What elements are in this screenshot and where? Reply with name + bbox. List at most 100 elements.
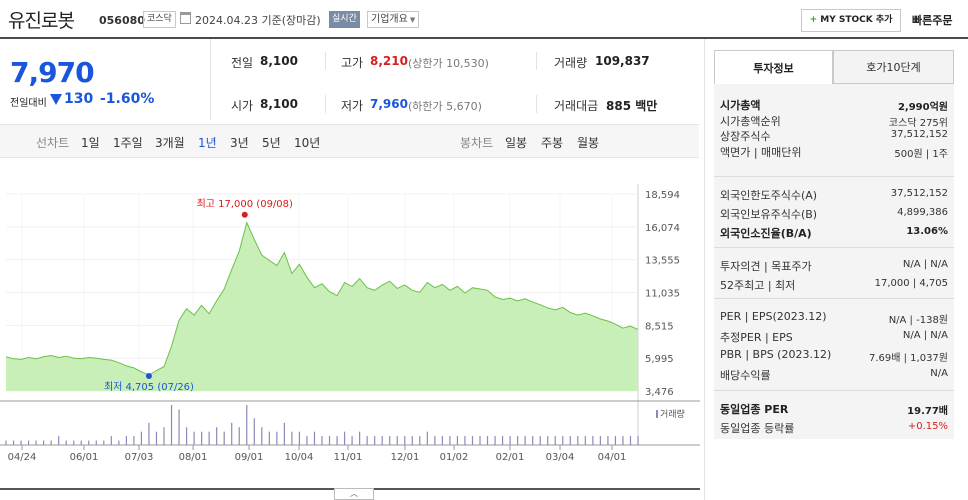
upper-limit: (상한가 10,530) [408,57,489,70]
info-row-label: PBR | BPS (2023.12) [720,348,832,361]
volume-bar [577,436,579,445]
volume-bar [419,436,421,445]
info-row-label: 시가총액 [720,99,761,112]
volume-bar [351,436,353,445]
info-row-value: N/A [930,368,948,379]
tab-1week[interactable]: 1주일 [113,136,143,150]
tab-monthly[interactable]: 월봉 [577,136,600,150]
price-change-rate: -1.60% [100,91,155,107]
tab-3month[interactable]: 3개월 [155,136,185,150]
volume-bar [622,436,624,445]
info-row-value: 2,990억원 [897,102,948,113]
volume-bar [133,436,135,445]
info-row-label: 시가총액순위 [720,114,781,128]
volume-bar [599,436,601,445]
volume-bar [607,436,609,445]
volume-bar [547,436,549,445]
volume-bar [73,440,75,445]
volume-bar [366,436,368,445]
tab-1day[interactable]: 1일 [81,136,100,150]
volume-bar [471,436,474,445]
info-row-label: 추정PER | EPS [720,331,793,344]
volume-bar [185,427,188,445]
info-row-label: 배당수익률 [720,369,771,382]
volume-bar [637,436,639,445]
open-value: 8,100 [260,97,298,111]
info-row-label: 액면가 | 매매단위 [720,145,802,159]
volume-bar [298,431,301,445]
stock-code: 056080 [99,14,145,27]
x-tick-label: 02/01 [496,452,525,463]
price-change: 130 [64,91,94,107]
lower-limit: (하한가 5,670) [408,100,482,113]
company-info-dropdown[interactable]: 기업개요 ▼ [367,11,420,28]
info-row-value: N/A | -138원 [888,315,948,326]
down-arrow-icon [50,94,62,105]
y-axis-ticks: 18,594 16,074 13,555 11,035 8,515 5,995 3,476 [645,190,680,398]
tab-order-book[interactable]: 호가10단계 [833,50,954,84]
info-row-value: 37,512,152 [890,188,948,199]
volume-legend-swatch [656,410,658,418]
volume-bar [125,436,127,445]
volume-bar [614,436,617,445]
volume-bar [479,436,481,445]
volume-bar [321,436,323,445]
divider [536,95,537,113]
add-my-stock-button[interactable]: + MY STOCK 추가 [801,9,901,32]
tab-daily[interactable]: 일봉 [505,136,528,150]
volume-bar [456,436,459,445]
divider [325,52,326,70]
tab-3year[interactable]: 3년 [230,136,249,150]
volume-bar [80,440,82,445]
volume-bar [629,436,632,445]
volume-bar [404,436,406,445]
tab-5year[interactable]: 5년 [262,136,281,150]
tab-weekly[interactable]: 주봉 [541,136,564,150]
header-divider [0,37,968,39]
info-row-label: 52주최고 | 최저 [720,279,796,292]
volume-bar [584,436,586,445]
volume-bar [426,431,428,445]
volume-bar [103,440,105,445]
volume-bar [238,427,240,445]
price-chart[interactable]: 18,59416,07413,55511,0358,5155,9953,476 … [0,160,700,490]
volume-bar [170,405,173,445]
volume-bar [20,440,22,445]
price-line [5,221,639,376]
volume-bar [178,409,180,445]
chevron-up-icon: ︿ [350,489,358,498]
volume-bar [464,436,466,445]
y-tick-label: 13,555 [645,256,680,267]
volume-bar [434,436,436,445]
low-value: 7,960 [370,97,408,111]
volume-bar [524,436,526,445]
price-area [6,222,638,391]
tab-1year[interactable]: 1년 [198,136,217,150]
tab-10year[interactable]: 10년 [294,136,321,150]
volume-bar [43,440,45,445]
volume-bar [253,418,255,445]
x-tick-label: 06/01 [70,452,99,463]
quick-order-link[interactable]: 빠른주문 [912,14,953,27]
as-of-date: 2024.04.23 기준(장마감) [195,14,321,27]
invest-panel [704,39,968,500]
y-tick-label: 11,035 [645,289,680,300]
volume-bar [110,436,112,445]
collapse-button[interactable]: ︿ [334,488,374,500]
x-tick-label: 12/01 [391,452,420,463]
add-my-stock-label: MY STOCK 추가 [820,15,893,25]
prev-close-value: 8,100 [260,54,298,68]
x-tick-label: 09/01 [235,452,264,463]
info-row-label: 투자의견 | 목표주가 [720,260,812,273]
tab-invest-info[interactable]: 투자정보 [714,50,833,85]
live-button[interactable]: 실시간 [329,11,360,28]
volume-bar [441,436,443,445]
volume-bar [216,427,218,445]
volume-bar [201,431,203,445]
volume-label: 거래량 [554,56,588,70]
volume-bar [532,436,534,445]
volume-bar [5,440,7,445]
high-annotation: 최고 17,000 (09/08) [197,198,293,210]
volume-bar [374,436,376,445]
chart-range-bar [0,124,699,158]
